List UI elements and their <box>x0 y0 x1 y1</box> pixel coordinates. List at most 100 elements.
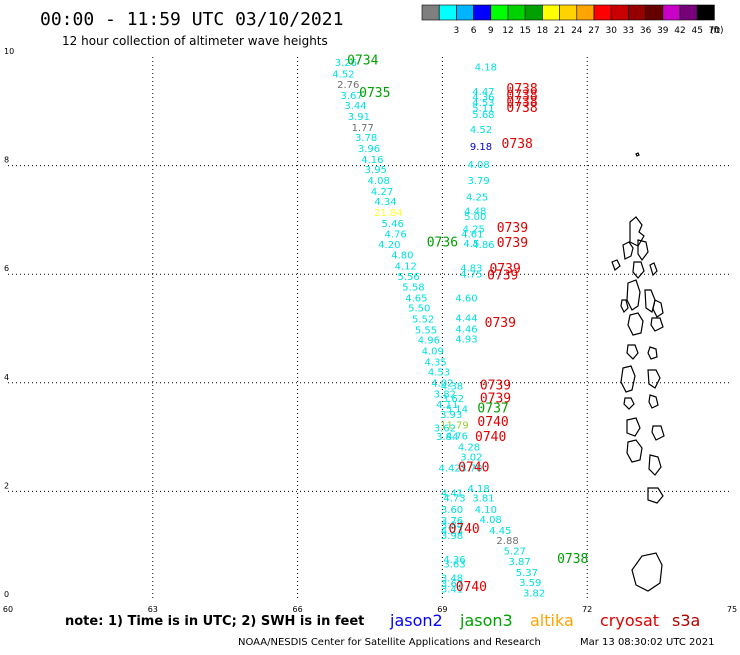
swh-value-label: 4.76 <box>384 229 406 240</box>
pass-time-label: 0738 <box>557 552 588 567</box>
swh-value-label: 5.68 <box>472 110 494 121</box>
swh-value-label: 2.88 <box>496 536 518 547</box>
longitude-tick-label: 60 <box>3 605 13 614</box>
swh-value-label: 4.25 <box>466 192 488 203</box>
legend-unit: (ft) <box>710 26 724 36</box>
island-shape <box>637 239 649 262</box>
longitude-tick-label: 69 <box>437 605 447 614</box>
swh-value-label: 3.70 <box>460 463 482 474</box>
swh-value-label: 3.02 <box>460 452 482 463</box>
legend-swatch <box>576 4 595 21</box>
legend-swatch <box>438 4 457 21</box>
legend-tick-label: 12 <box>502 26 513 36</box>
pass-time-label: 0738 <box>506 88 537 103</box>
swh-value-label: 4.09 <box>422 347 444 358</box>
island-shape <box>626 417 641 437</box>
swh-value-label: 3.62 <box>442 394 464 405</box>
page-subtitle: 12 hour collection of altimeter wave hei… <box>62 34 328 48</box>
legend-swatch <box>456 4 474 21</box>
swh-value-label: 4.28 <box>458 443 480 454</box>
legend-tick-label: 21 <box>554 26 565 36</box>
swh-value-label: 4.60 <box>455 293 477 304</box>
swh-value-label: 3.48 <box>441 574 463 585</box>
satellite-name-jason3: jason3 <box>459 611 513 630</box>
swh-value-label: 3.91 <box>348 112 370 123</box>
legend-tick-label: 18 <box>537 26 549 36</box>
legend-tick-label: 9 <box>488 26 494 36</box>
swh-value-label: 5.14 <box>446 405 468 416</box>
swh-value-label: 5.50 <box>408 304 430 315</box>
map-grid: 60 63 66 69 72 75 0 2 4 6 8 10 <box>3 47 737 614</box>
swh-value-label: 4.96 <box>418 336 440 347</box>
swh-value-label: 4.53 <box>428 368 450 379</box>
swh-value-label: 4.11 <box>436 400 458 411</box>
legend-swatch <box>593 4 612 21</box>
swh-value-label: 4.80 <box>391 250 413 261</box>
island-shape <box>626 439 643 463</box>
legend-swatch <box>645 4 664 21</box>
swh-value-label: 4.47 <box>472 87 494 98</box>
longitude-tick-label: 66 <box>293 605 303 614</box>
swh-value-label: 4.35 <box>425 357 447 368</box>
legend-swatch <box>696 4 715 21</box>
swh-value-label: 3.82 <box>523 589 545 600</box>
wave-height-labels: 3.264.522.763.673.443.911.773.783.964.16… <box>332 58 545 600</box>
swh-value-label: 3.67 <box>441 579 463 590</box>
legend-tick-label: 24 <box>571 26 583 36</box>
swh-value-label: 3.59 <box>519 578 541 589</box>
pass-time-label: 0740 <box>458 460 489 475</box>
swh-value-label: 4.86 <box>472 240 494 251</box>
swh-value-label: 5.56 <box>397 272 419 283</box>
pass-time-label: 0738 <box>502 137 533 152</box>
island-shape <box>635 152 640 157</box>
swh-value-label: 4.48 <box>464 206 486 217</box>
swh-value-label: 4.93 <box>455 335 477 346</box>
swh-value-label: 3.67 <box>341 91 363 102</box>
legend-swatch <box>679 4 698 21</box>
swh-value-label: 3.81 <box>472 494 494 505</box>
island-shape <box>620 299 629 314</box>
swh-value-label: 4.02 <box>431 379 453 390</box>
island-shape <box>620 365 636 393</box>
swh-value-label: 5.00 <box>464 212 486 223</box>
color-legend: 3 6 9 12 15 18 21 24 27 30 33 36 39 42 45 70 <box>421 4 721 36</box>
island-shape <box>626 279 641 311</box>
legend-swatch <box>628 4 646 21</box>
swh-value-label: 4.18 <box>475 63 497 74</box>
pass-time-label: 0738 <box>506 82 537 97</box>
pass-time-label: 0738 <box>506 101 537 116</box>
island-shape <box>647 346 658 360</box>
legend-tick-label: 70 <box>709 26 721 36</box>
satellite-name-jason2: jason2 <box>389 611 443 630</box>
pass-time-label: 0739 <box>487 269 518 284</box>
swh-value-label: 4.41 <box>441 488 463 499</box>
legend-tick-label: 33 <box>623 26 634 36</box>
legend-tick-label: 27 <box>588 26 599 36</box>
legend-tick-label: 30 <box>605 26 617 36</box>
pass-time-label: 0737 <box>477 402 508 417</box>
swh-value-label: 2.76 <box>337 80 359 91</box>
pass-time-label: 0735 <box>359 86 390 101</box>
island-shape <box>622 241 634 260</box>
pass-time-label: 0739 <box>497 236 528 251</box>
island-shape <box>623 397 635 410</box>
latitude-tick-label: 4 <box>4 373 9 382</box>
legend-tick-label: 42 <box>674 26 685 36</box>
swh-value-label: 4.18 <box>467 484 489 495</box>
swh-value-label: 4.53 <box>472 98 494 109</box>
legend-swatch <box>610 4 629 21</box>
satellite-name-altika: altika <box>530 611 574 630</box>
swh-value-label: 5.52 <box>412 315 434 326</box>
swh-value-label: 4.38 <box>441 381 463 392</box>
swh-value-label: 5.11 <box>472 103 494 114</box>
pass-time-label: 0739 <box>489 262 520 277</box>
legend-swatch <box>473 4 492 21</box>
latitude-tick-label: 0 <box>4 590 9 599</box>
longitude-tick-label: 75 <box>727 605 737 614</box>
longitude-tick-label: 72 <box>582 605 592 614</box>
pass-time-label: 0736 <box>427 236 458 251</box>
island-shape <box>627 312 644 336</box>
swh-value-label: 4.52 <box>470 125 492 136</box>
swh-value-label: 4.27 <box>371 187 393 198</box>
